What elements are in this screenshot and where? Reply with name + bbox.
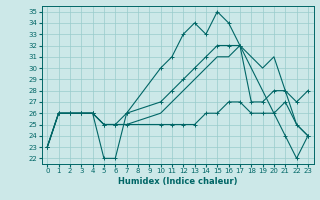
X-axis label: Humidex (Indice chaleur): Humidex (Indice chaleur) [118, 177, 237, 186]
